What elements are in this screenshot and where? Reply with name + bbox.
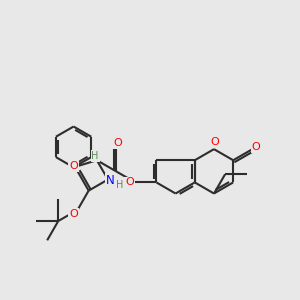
Text: O: O	[252, 142, 261, 152]
Text: H: H	[92, 151, 99, 161]
Text: H: H	[116, 180, 124, 190]
Text: O: O	[69, 161, 78, 171]
Text: O: O	[125, 177, 134, 188]
Text: O: O	[69, 209, 78, 219]
Text: O: O	[210, 137, 219, 147]
Text: N: N	[106, 174, 115, 187]
Text: O: O	[113, 138, 122, 148]
